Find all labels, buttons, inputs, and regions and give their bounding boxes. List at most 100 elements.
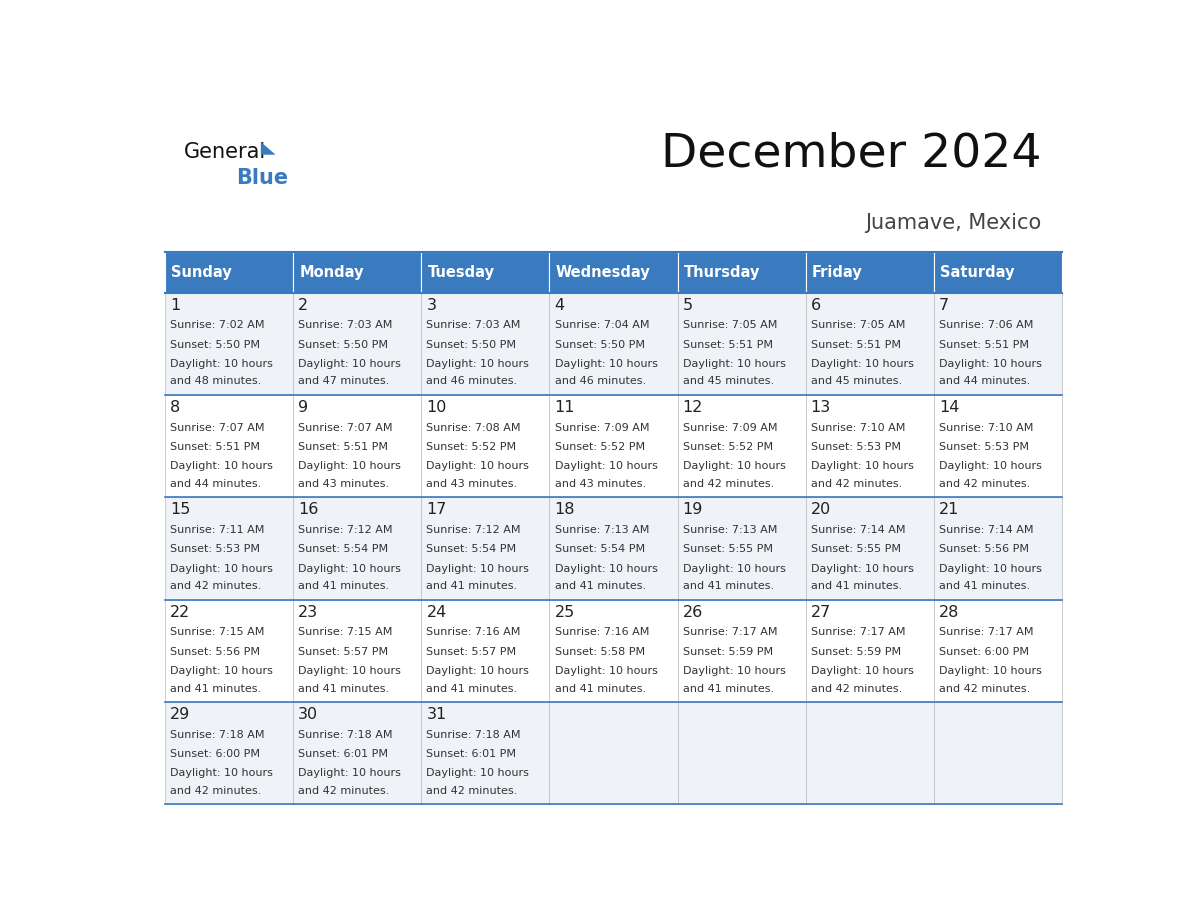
Bar: [165, 293, 293, 395]
Text: 30: 30: [298, 707, 318, 722]
Text: 25: 25: [555, 605, 575, 620]
Bar: [934, 599, 1062, 702]
Bar: [934, 293, 1062, 395]
Text: Sunrise: 7:12 AM: Sunrise: 7:12 AM: [298, 525, 393, 535]
Bar: [934, 498, 1062, 599]
Text: Daylight: 10 hours: Daylight: 10 hours: [939, 564, 1042, 574]
Text: and 41 minutes.: and 41 minutes.: [298, 684, 390, 693]
Text: Sunset: 5:53 PM: Sunset: 5:53 PM: [170, 544, 260, 554]
Bar: [293, 395, 422, 498]
Text: Sunrise: 7:15 AM: Sunrise: 7:15 AM: [170, 627, 265, 637]
Bar: [165, 498, 293, 599]
Text: Daylight: 10 hours: Daylight: 10 hours: [426, 768, 530, 778]
Text: Daylight: 10 hours: Daylight: 10 hours: [555, 359, 657, 369]
Text: and 41 minutes.: and 41 minutes.: [555, 684, 645, 693]
Text: and 43 minutes.: and 43 minutes.: [298, 479, 390, 488]
Text: Sunset: 5:51 PM: Sunset: 5:51 PM: [170, 442, 260, 452]
Text: Wednesday: Wednesday: [556, 264, 651, 279]
Text: Sunrise: 7:13 AM: Sunrise: 7:13 AM: [683, 525, 777, 535]
Text: Daylight: 10 hours: Daylight: 10 hours: [298, 359, 402, 369]
Text: Daylight: 10 hours: Daylight: 10 hours: [426, 462, 530, 472]
Text: Daylight: 10 hours: Daylight: 10 hours: [810, 359, 914, 369]
Text: Sunrise: 7:17 AM: Sunrise: 7:17 AM: [683, 627, 777, 637]
Text: Sunset: 5:52 PM: Sunset: 5:52 PM: [683, 442, 772, 452]
Text: Tuesday: Tuesday: [428, 264, 494, 279]
Text: 31: 31: [426, 707, 447, 722]
Text: Sunset: 5:54 PM: Sunset: 5:54 PM: [298, 544, 388, 554]
Text: and 42 minutes.: and 42 minutes.: [170, 786, 261, 796]
Text: Sunrise: 7:15 AM: Sunrise: 7:15 AM: [298, 627, 393, 637]
Text: Sunrise: 7:12 AM: Sunrise: 7:12 AM: [426, 525, 520, 535]
Bar: [293, 599, 422, 702]
Text: 15: 15: [170, 502, 190, 518]
Text: Sunset: 5:50 PM: Sunset: 5:50 PM: [426, 340, 517, 350]
Text: and 42 minutes.: and 42 minutes.: [170, 581, 261, 591]
Bar: [677, 395, 805, 498]
Bar: [549, 498, 677, 599]
Text: and 42 minutes.: and 42 minutes.: [426, 786, 518, 796]
Text: Sunrise: 7:09 AM: Sunrise: 7:09 AM: [555, 422, 649, 432]
Text: Sunset: 5:58 PM: Sunset: 5:58 PM: [555, 646, 645, 656]
Text: 1: 1: [170, 297, 181, 313]
Text: and 46 minutes.: and 46 minutes.: [426, 376, 518, 386]
Text: Daylight: 10 hours: Daylight: 10 hours: [939, 359, 1042, 369]
Text: Sunset: 5:52 PM: Sunset: 5:52 PM: [555, 442, 645, 452]
Text: 12: 12: [683, 400, 703, 415]
Text: Sunset: 5:50 PM: Sunset: 5:50 PM: [555, 340, 645, 350]
Text: 16: 16: [298, 502, 318, 518]
Text: Sunset: 5:55 PM: Sunset: 5:55 PM: [810, 544, 901, 554]
Text: 6: 6: [810, 297, 821, 313]
Text: and 41 minutes.: and 41 minutes.: [939, 581, 1030, 591]
Text: Sunset: 6:01 PM: Sunset: 6:01 PM: [426, 749, 517, 759]
Text: Daylight: 10 hours: Daylight: 10 hours: [298, 564, 402, 574]
Text: and 42 minutes.: and 42 minutes.: [683, 479, 773, 488]
Text: 9: 9: [298, 400, 309, 415]
Text: and 41 minutes.: and 41 minutes.: [555, 581, 645, 591]
Text: Daylight: 10 hours: Daylight: 10 hours: [170, 564, 273, 574]
Text: and 41 minutes.: and 41 minutes.: [683, 581, 773, 591]
Text: Sunset: 6:01 PM: Sunset: 6:01 PM: [298, 749, 388, 759]
Text: and 41 minutes.: and 41 minutes.: [298, 581, 390, 591]
Text: Sunrise: 7:17 AM: Sunrise: 7:17 AM: [939, 627, 1034, 637]
Bar: [805, 599, 934, 702]
Bar: [165, 252, 293, 293]
Bar: [549, 293, 677, 395]
Bar: [549, 252, 677, 293]
Bar: [934, 702, 1062, 804]
Bar: [422, 599, 549, 702]
Text: Sunrise: 7:13 AM: Sunrise: 7:13 AM: [555, 525, 649, 535]
Text: and 42 minutes.: and 42 minutes.: [810, 684, 902, 693]
Text: Sunrise: 7:07 AM: Sunrise: 7:07 AM: [298, 422, 393, 432]
Text: General: General: [183, 142, 266, 162]
Text: Sunrise: 7:10 AM: Sunrise: 7:10 AM: [810, 422, 905, 432]
Text: Sunset: 5:50 PM: Sunset: 5:50 PM: [298, 340, 388, 350]
Bar: [165, 702, 293, 804]
Text: Friday: Friday: [813, 264, 862, 279]
Text: Sunrise: 7:09 AM: Sunrise: 7:09 AM: [683, 422, 777, 432]
Text: Sunset: 5:53 PM: Sunset: 5:53 PM: [810, 442, 901, 452]
Text: Sunset: 5:50 PM: Sunset: 5:50 PM: [170, 340, 260, 350]
Text: Saturday: Saturday: [940, 264, 1015, 279]
Text: Daylight: 10 hours: Daylight: 10 hours: [939, 666, 1042, 677]
Bar: [422, 702, 549, 804]
Text: Sunset: 5:57 PM: Sunset: 5:57 PM: [298, 646, 388, 656]
Text: Daylight: 10 hours: Daylight: 10 hours: [426, 666, 530, 677]
Text: Sunrise: 7:03 AM: Sunrise: 7:03 AM: [298, 320, 393, 330]
Text: Sunrise: 7:03 AM: Sunrise: 7:03 AM: [426, 320, 520, 330]
Bar: [805, 252, 934, 293]
Text: 8: 8: [170, 400, 181, 415]
Bar: [677, 252, 805, 293]
Text: Sunset: 5:51 PM: Sunset: 5:51 PM: [298, 442, 388, 452]
Bar: [165, 395, 293, 498]
Text: Sunrise: 7:14 AM: Sunrise: 7:14 AM: [810, 525, 905, 535]
Text: Sunset: 5:53 PM: Sunset: 5:53 PM: [939, 442, 1029, 452]
Text: Daylight: 10 hours: Daylight: 10 hours: [298, 666, 402, 677]
Text: 22: 22: [170, 605, 190, 620]
Bar: [422, 498, 549, 599]
Text: Sunrise: 7:10 AM: Sunrise: 7:10 AM: [939, 422, 1034, 432]
Text: Sunset: 5:51 PM: Sunset: 5:51 PM: [810, 340, 901, 350]
Text: and 46 minutes.: and 46 minutes.: [555, 376, 645, 386]
Bar: [677, 599, 805, 702]
Text: Daylight: 10 hours: Daylight: 10 hours: [298, 462, 402, 472]
Text: Sunrise: 7:18 AM: Sunrise: 7:18 AM: [298, 730, 393, 740]
